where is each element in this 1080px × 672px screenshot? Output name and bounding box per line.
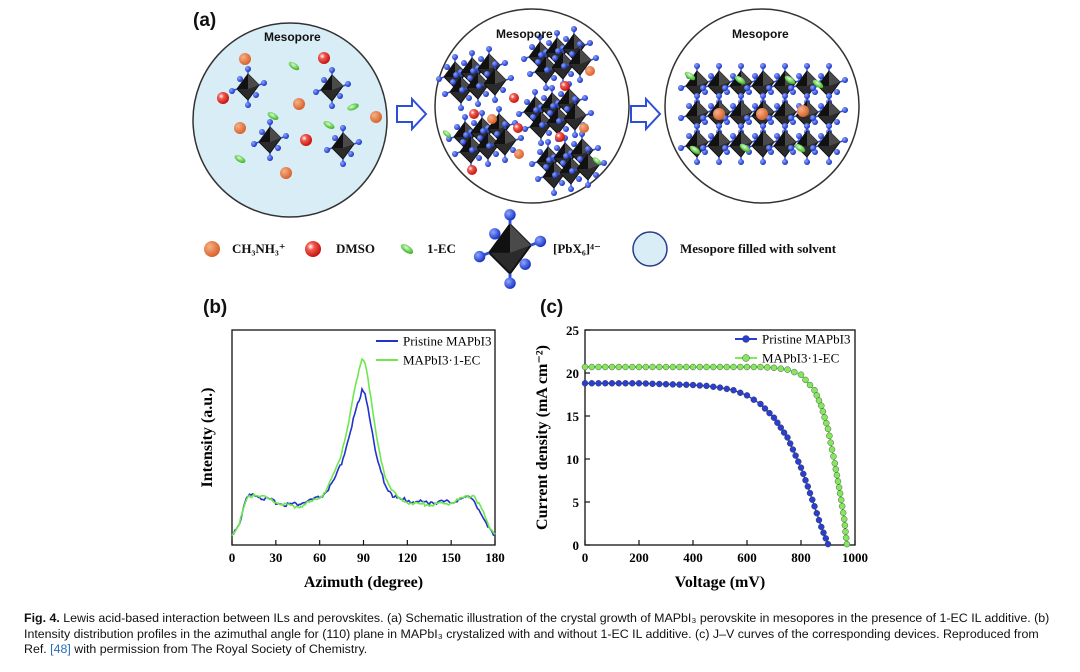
x-tick-label: 30 xyxy=(269,550,282,565)
panel-a-label: (a) xyxy=(193,10,217,31)
ec-molecule xyxy=(734,75,746,85)
panel-c-label: (c) xyxy=(540,297,564,318)
series-line xyxy=(231,386,496,537)
panel-b-label: (b) xyxy=(203,297,228,318)
ec-molecule xyxy=(812,79,824,89)
x-tick-label: 150 xyxy=(441,550,461,565)
caption-ref-link[interactable]: [48] xyxy=(50,642,71,656)
mesopore-circle-2 xyxy=(434,8,630,204)
ec-molecule xyxy=(689,145,701,155)
x-tick-label: 120 xyxy=(398,550,418,565)
series-line xyxy=(231,357,496,537)
ec-molecule xyxy=(684,71,696,81)
ch3nh3-icon xyxy=(204,241,220,257)
ec-icon xyxy=(400,244,414,254)
caption-text-2: with permission from The Royal Society o… xyxy=(70,642,368,656)
legend-dmso: DMSO xyxy=(336,241,375,256)
arrow-right-icon xyxy=(630,96,662,132)
legend-entry: Pristine MAPbI3 xyxy=(403,334,491,349)
dmso-icon xyxy=(305,241,321,257)
figure-caption: Fig. 4. Lewis acid-based interaction bet… xyxy=(24,611,1064,658)
legend-pbx6: [PbX₆]⁴⁻ xyxy=(553,241,601,256)
circle-2-title: Mesopore xyxy=(496,27,553,41)
caption-fig-num: Fig. 4. xyxy=(24,611,60,625)
legend-mesopore: Mesopore filled with solvent xyxy=(680,241,837,256)
x-tick-label: 60 xyxy=(313,550,326,565)
legend-a xyxy=(204,207,668,291)
x-axis-label: Azimuth (degree) xyxy=(304,574,423,591)
y-axis-label: Intensity (a.u.) xyxy=(199,387,216,487)
chart-b: 0 30 60 90 120 150 180 Azimuth (degree) Intensit… xyxy=(199,329,505,591)
arrow-right-icon xyxy=(396,96,428,132)
x-tick-label: 180 xyxy=(485,550,505,565)
legend-entry: MAPbI3·1-EC xyxy=(403,353,480,368)
ec-molecule xyxy=(784,75,796,85)
circle-3-title: Mesopore xyxy=(732,27,789,41)
mesopore-circle-1 xyxy=(192,22,388,218)
ec-molecule xyxy=(794,143,806,153)
legend-ch3nh3: CH₃NH₃⁺ xyxy=(232,241,286,256)
mesopore-schematic xyxy=(192,8,860,291)
caption-text-1: Lewis acid-based interaction between ILs… xyxy=(24,611,1050,656)
ec-molecule xyxy=(739,143,751,153)
circle-1-title: Mesopore xyxy=(264,30,321,44)
x-tick-label: 0 xyxy=(229,550,236,565)
legend-ec: 1-EC xyxy=(427,241,456,256)
mesopore-icon xyxy=(632,231,668,267)
mesopore-circle-3 xyxy=(664,8,860,204)
x-tick-label: 90 xyxy=(357,550,370,565)
